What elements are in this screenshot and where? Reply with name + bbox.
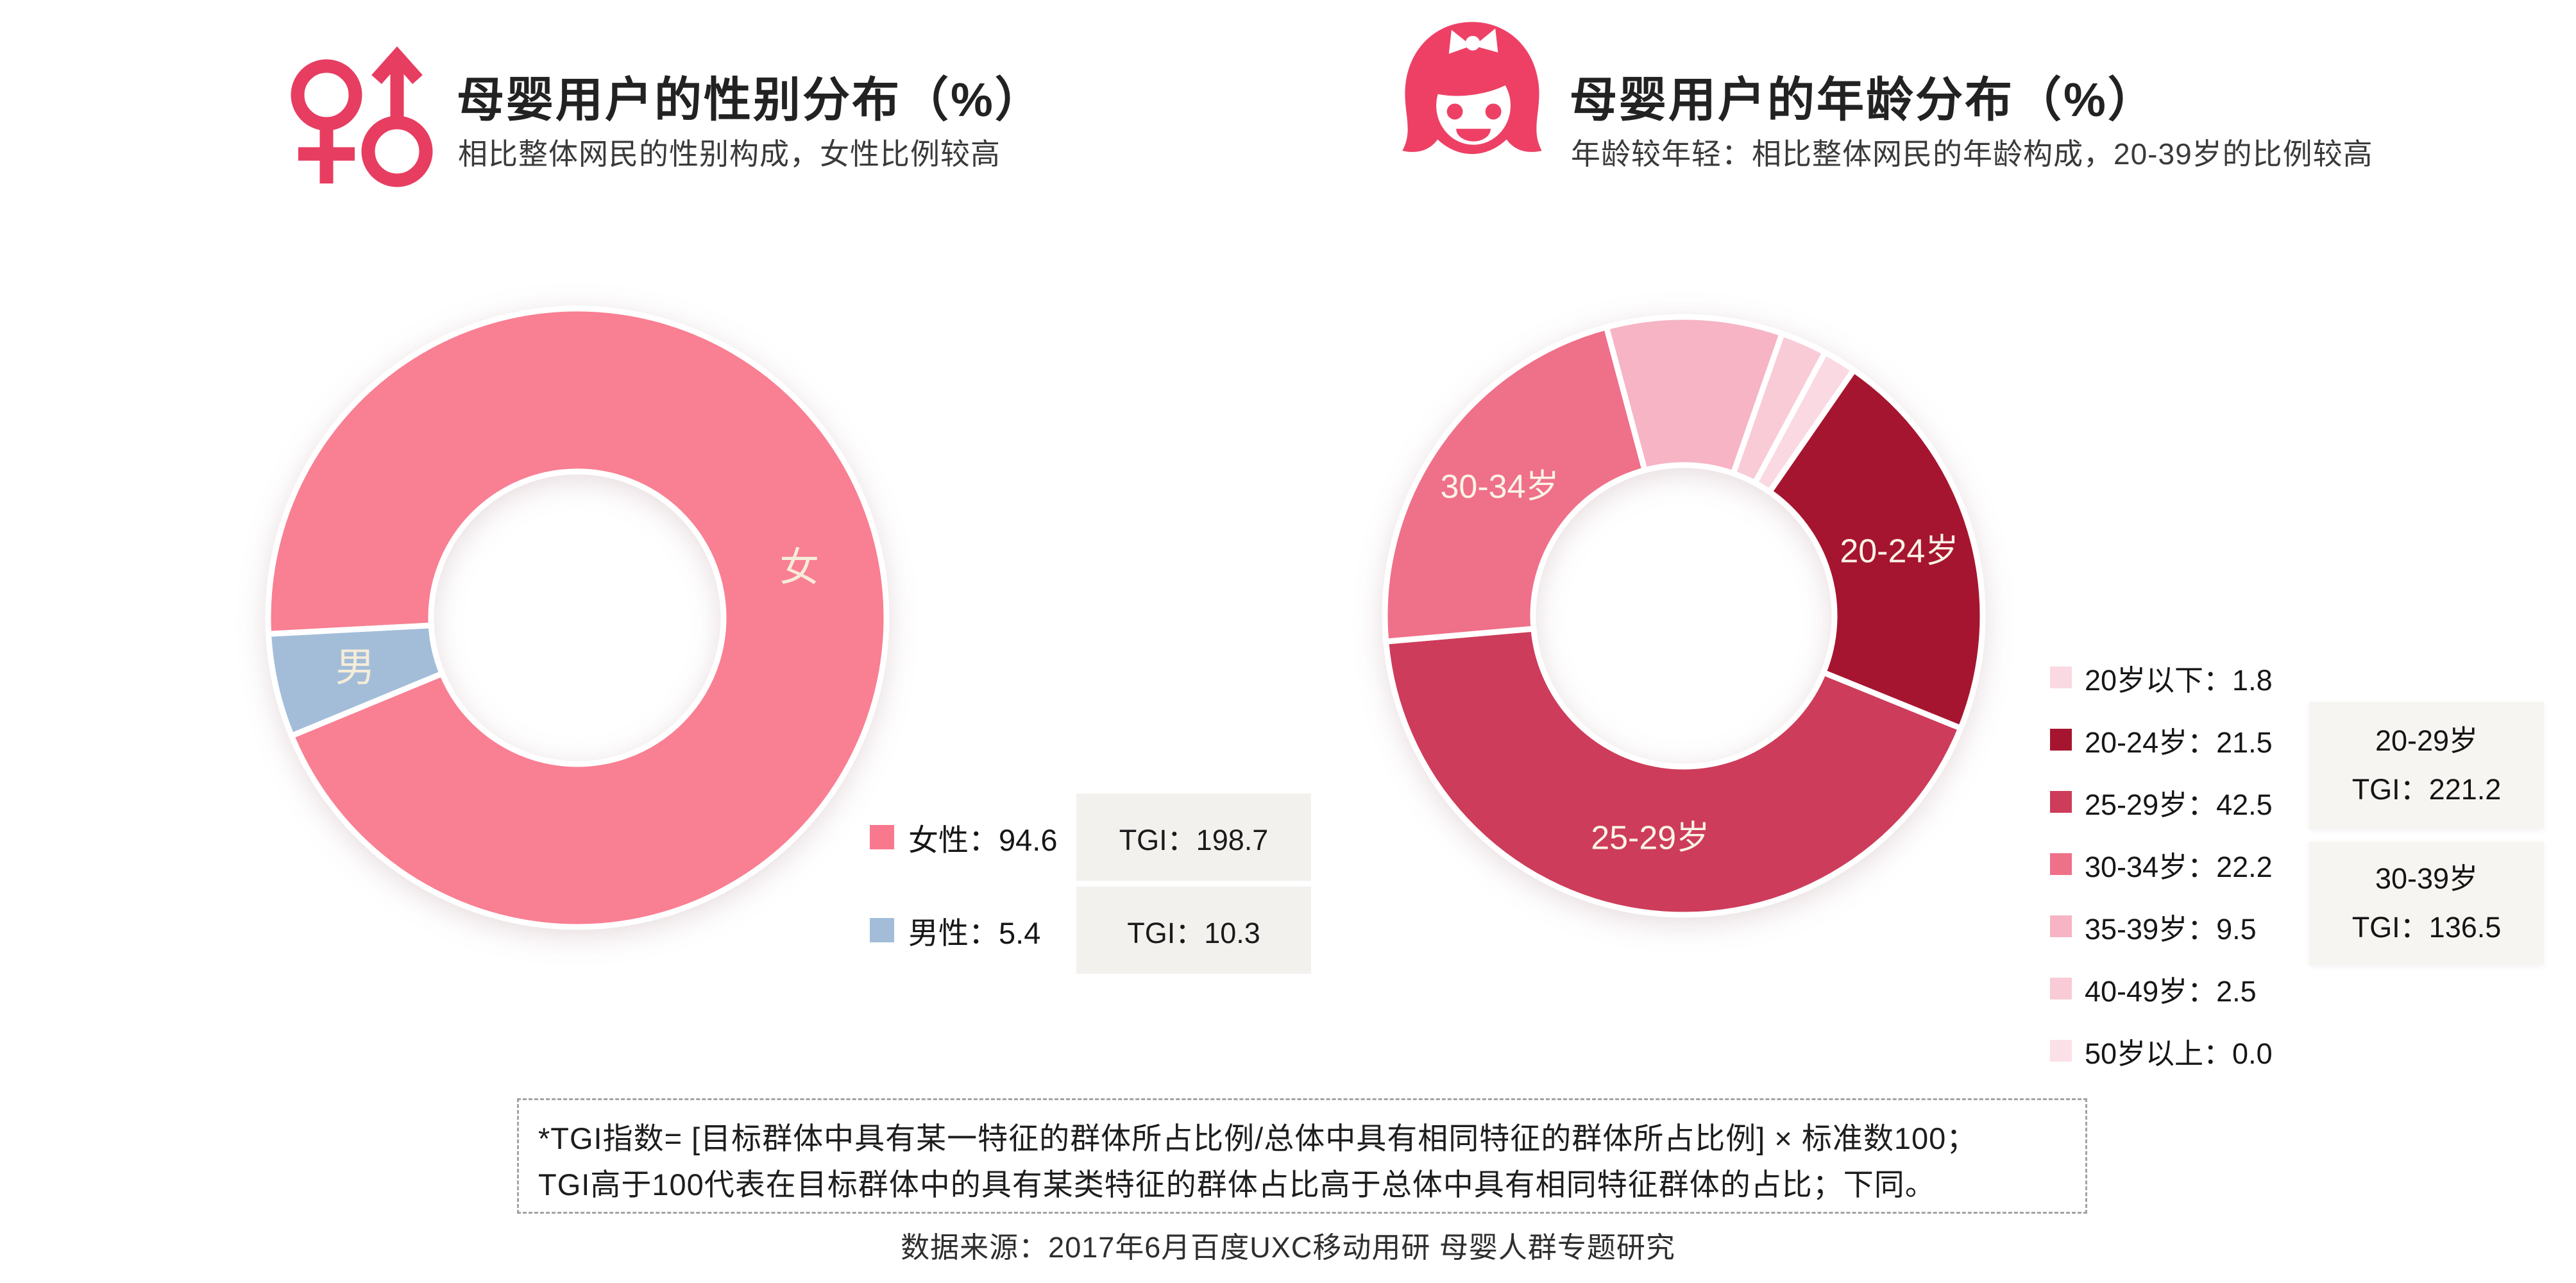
- legend-item-20-24: 20-24岁：21.5: [2050, 723, 2273, 759]
- slice-label-男性: 男: [335, 646, 375, 690]
- age-25-29-swatch: [2050, 791, 2072, 813]
- under20-swatch: [2050, 667, 2072, 688]
- tgi-card-30-39: 30-39岁 TGI：136.5: [2309, 842, 2544, 965]
- over50-swatch: [2050, 1040, 2072, 1062]
- tgi-card-30-39-range: 30-39岁: [2375, 862, 2479, 895]
- legend-item-40-49: 40-49岁：2.5: [2050, 972, 2257, 1008]
- age-20-24-legend-label: 20-24岁：21.5: [2085, 726, 2273, 759]
- slice-label-女性: 女: [779, 545, 819, 590]
- tgi-footnote-line2: TGI高于100代表在目标群体中的具有某类特征的群体占比高于总体中具有相同特征群…: [538, 1168, 1936, 1202]
- male-tgi-chip: TGI：10.3: [1076, 887, 1311, 974]
- age-40-49-swatch: [2050, 978, 2072, 999]
- gender-donut-chart: 女男: [265, 305, 890, 930]
- age-40-49-legend-label: 40-49岁：2.5: [2085, 974, 2257, 1008]
- legend-item-over50: 50岁以上：0.0: [2050, 1034, 2273, 1070]
- girl-face-icon: [1402, 22, 1542, 155]
- male-tgi-value: TGI：10.3: [1127, 916, 1260, 949]
- age-25-29-legend-label: 25-29岁：42.5: [2085, 788, 2273, 821]
- legend-item-male: 男性：5.4: [870, 912, 1040, 950]
- slice-label-30-34岁: 30-34岁: [1441, 468, 1559, 506]
- age-35-39-swatch: [2050, 915, 2072, 937]
- gender-chart-title: 母婴用户的性别分布（%）: [457, 73, 1044, 126]
- tgi-card-20-29: 20-29岁 TGI：221.2: [2309, 702, 2544, 829]
- legend-item-female: 女性：94.6: [870, 819, 1057, 857]
- under20-legend-label: 20岁以下：1.8: [2085, 663, 2273, 697]
- over50-legend-label: 50岁以上：0.0: [2085, 1037, 2273, 1070]
- male-legend-label: 男性：5.4: [908, 915, 1041, 950]
- tgi-card-20-29-range: 20-29岁: [2375, 724, 2479, 757]
- age-20-24-swatch: [2050, 729, 2072, 751]
- female-tgi-value: TGI：198.7: [1119, 823, 1269, 856]
- tgi-footnote-line1: *TGI指数= [目标群体中具有某一特征的群体所占比例/总体中具有相同特征的群体…: [538, 1121, 1978, 1155]
- age-30-34-legend-label: 30-34岁：22.2: [2085, 850, 2273, 883]
- donut-slice-40-49岁: [1730, 330, 1828, 486]
- age-chart-subtitle: 年龄较年轻：相比整体网民的年龄构成，20-39岁的比例较高: [1571, 137, 2373, 171]
- age-donut-chart: 20-24岁 25-29岁 30-34岁: [1382, 314, 1986, 918]
- donut-slice-男性: [266, 622, 445, 739]
- legend-item-under20: 20岁以下：1.8: [2050, 661, 2273, 697]
- tgi-footnote-box: *TGI指数= [目标群体中具有某一特征的群体所占比例/总体中具有相同特征的群体…: [517, 1098, 2087, 1214]
- slice-label-25-29岁: 25-29岁: [1591, 820, 1709, 857]
- female-legend-label: 女性：94.6: [908, 822, 1058, 857]
- tgi-card-30-39-value: TGI：136.5: [2351, 911, 2502, 944]
- legend-item-25-29: 25-29岁：42.5: [2050, 785, 2273, 821]
- female-male-symbols-icon: [291, 46, 433, 187]
- data-source-line: 数据来源：2017年6月百度UXC移动用研 母婴人群专题研究: [901, 1231, 1675, 1264]
- slice-label-20-24岁: 20-24岁: [1840, 533, 1958, 570]
- age-30-34-swatch: [2050, 853, 2072, 875]
- donut-slice-35-39岁: [1603, 314, 1785, 477]
- donut-slice-女性: [265, 305, 890, 930]
- gender-chart-subtitle: 相比整体网民的性别构成，女性比例较高: [458, 137, 1001, 171]
- age-35-39-legend-label: 35-39岁：9.5: [2085, 912, 2257, 946]
- tgi-card-20-29-value: TGI：221.2: [2351, 773, 2502, 806]
- male-swatch: [870, 918, 894, 942]
- female-swatch: [870, 825, 894, 849]
- donut-slice-25-29岁: [1383, 625, 1964, 918]
- donut-slice-30-34岁: [1382, 324, 1648, 645]
- donut-slice-20-24岁: [1767, 367, 1986, 731]
- female-tgi-chip: TGI：198.7: [1076, 794, 1311, 881]
- legend-item-30-34: 30-34岁：22.2: [2050, 847, 2273, 883]
- legend-item-35-39: 35-39岁：9.5: [2050, 910, 2257, 946]
- age-chart-title: 母婴用户的年龄分布（%）: [1570, 73, 2157, 126]
